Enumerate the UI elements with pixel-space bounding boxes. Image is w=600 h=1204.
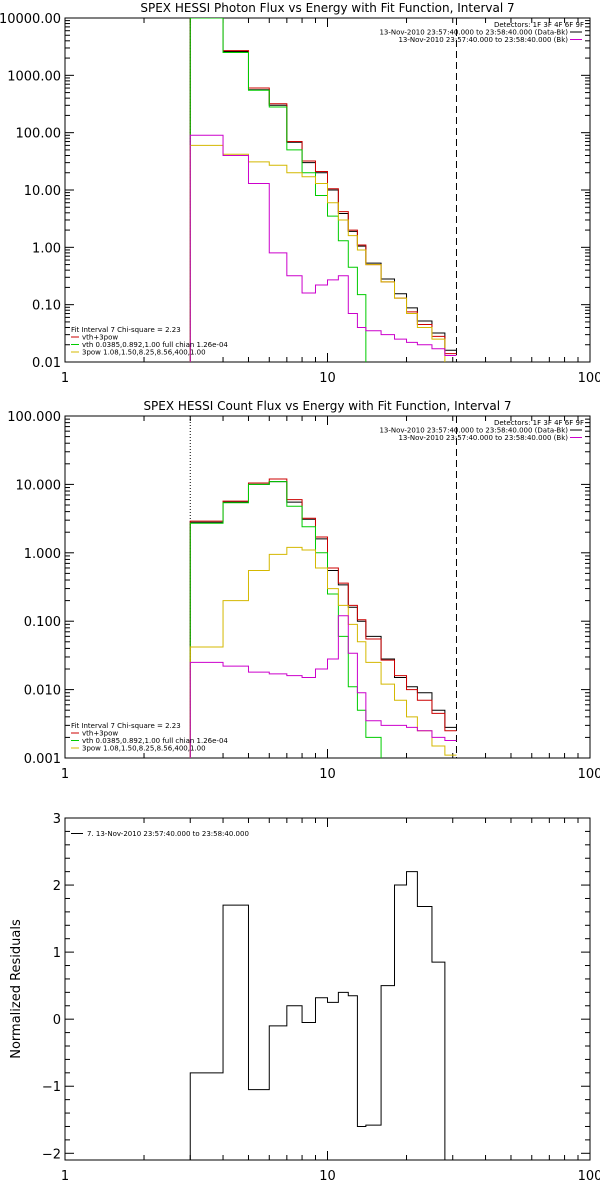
legend-text-1: vth+3pow [82, 334, 118, 342]
x-tick-label: 1 [61, 1169, 69, 1184]
header-text-2: 13-Nov-2010 23:57:40.000 to 23:58:40.000… [398, 434, 568, 442]
legend-text-2: vth 0.0385,0.892,1.00 full chian 1.26e-0… [82, 341, 228, 349]
y-tick-label: −2 [42, 1147, 61, 1162]
series-line-red [189, 18, 457, 362]
header-text-2: 13-Nov-2010 23:57:40.000 to 23:58:40.000… [398, 36, 568, 44]
y-tick-label: −1 [42, 1080, 61, 1095]
y-tick-label: 0.100 [24, 615, 61, 630]
series-line-yellow [189, 144, 446, 362]
series-line-magenta [189, 134, 457, 362]
x-tick-label: 10 [319, 1169, 336, 1184]
series-line-yellow [189, 546, 457, 758]
series-group [189, 478, 457, 758]
y-tick-label: 0.01 [32, 356, 61, 371]
plot-frame [64, 817, 591, 1161]
y-tick-label: 1.00 [32, 241, 61, 256]
y-axis-label: Normalized Residuals [9, 919, 24, 1059]
y-tick-label: 0.001 [24, 752, 61, 767]
x-tick-label: 100 [578, 371, 600, 386]
y-tick-label: 10.000 [16, 478, 62, 493]
chart-title: SPEX HESSI Count Flux vs Energy with Fit… [143, 399, 511, 413]
y-tick-label: 1 [53, 946, 61, 961]
legend-text-0: Fit Interval 7 Chi-square = 2.23 [71, 326, 181, 334]
chart-1: SPEX HESSI Photon Flux vs Energy with Fi… [0, 1, 600, 386]
legend-text-3: 3pow 1.08,1.50,8.25,8.56,400,1.00 [82, 745, 206, 753]
series-line-black [189, 481, 457, 758]
y-tick-label: 10.00 [24, 184, 61, 199]
legend-text-0: Fit Interval 7 Chi-square = 2.23 [71, 722, 181, 730]
y-tick-label: 0.10 [32, 299, 61, 314]
header-text-0: Detectors: 1F 3F 4F 6F 9F [494, 419, 584, 427]
y-tick-label: 100.000 [7, 410, 61, 425]
y-tick-label: 100.00 [16, 127, 62, 142]
chart-title: SPEX HESSI Photon Flux vs Energy with Fi… [140, 1, 514, 15]
legend-text-0: 7. 13-Nov-2010 23:57:40.000 to 23:58:40.… [87, 830, 249, 838]
y-tick-label: 1000.00 [7, 69, 61, 84]
series-group [189, 871, 446, 1160]
header-text-1: 13-Nov-2010 23:57:40.000 to 23:58:40.000… [379, 427, 568, 435]
y-tick-label: 1.000 [24, 547, 61, 562]
legend-text-1: vth+3pow [82, 730, 118, 738]
y-tick-label: 0 [53, 1013, 61, 1028]
series-line-green [189, 481, 382, 758]
x-tick-label: 1 [61, 767, 69, 782]
chart-2: SPEX HESSI Count Flux vs Energy with Fit… [7, 399, 600, 782]
series-group [189, 18, 457, 362]
series-line-red [189, 478, 457, 758]
y-tick-label: 0.010 [24, 684, 61, 699]
y-tick-label: 2 [53, 879, 61, 894]
series-line-black [189, 871, 446, 1160]
x-tick-label: 10 [319, 371, 336, 386]
x-tick-label: 100 [578, 1169, 600, 1184]
legend-text-3: 3pow 1.08,1.50,8.25,8.56,400,1.00 [82, 349, 206, 357]
header-text-0: Detectors: 1F 3F 4F 6F 9F [494, 21, 584, 29]
x-tick-label: 100 [578, 767, 600, 782]
x-tick-label: 10 [319, 767, 336, 782]
series-line-green [189, 18, 367, 362]
y-tick-label: 3 [53, 812, 61, 827]
y-tick-label: 10000.00 [0, 12, 61, 27]
x-tick-label: 1 [61, 371, 69, 386]
legend-text-2: vth 0.0385,0.892,1.00 full chian 1.26e-0… [82, 737, 228, 745]
header-text-1: 13-Nov-2010 23:57:40.000 to 23:58:40.000… [379, 29, 568, 37]
series-line-magenta [189, 615, 457, 758]
series-line-black [189, 18, 457, 362]
